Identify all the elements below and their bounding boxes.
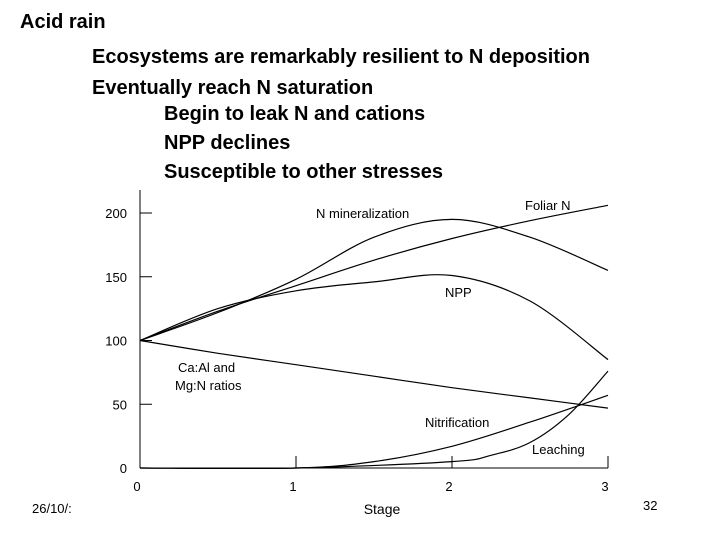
y-tick-label: 0: [120, 461, 127, 476]
chart-annotations: N mineralization Foliar N NPP Ca:Al and Mg:N…: [175, 198, 585, 457]
series-annotation: NPP: [445, 285, 472, 300]
bullet-item: Begin to leak N and cations: [164, 103, 426, 125]
page-number: 32: [643, 498, 658, 513]
series-line-leaching: [139, 370, 609, 470]
y-tick-label: 50: [113, 397, 127, 412]
x-tick-label: 3: [601, 479, 608, 494]
series-annotation: Mg:N ratios: [175, 378, 242, 393]
x-axis-label: Stage: [364, 501, 401, 517]
series-annotation: Foliar N: [525, 198, 571, 213]
y-tick-label: 200: [105, 206, 127, 221]
bullet-item: Susceptible to other stresses: [164, 161, 443, 183]
series-line-ca-al-and-mg-n-ratios: [139, 339, 609, 409]
bullet-item: NPP declines: [164, 132, 291, 154]
series-annotation: N mineralization: [316, 206, 409, 221]
series-annotation: Nitrification: [425, 415, 489, 430]
x-tick-label: 0: [133, 479, 140, 494]
y-tick-label: 100: [105, 334, 127, 349]
footer-date: 26/10/:: [32, 501, 72, 516]
y-tick-label: 150: [105, 270, 127, 285]
x-tick-label: 1: [289, 479, 296, 494]
series-line-n-mineralization: [139, 218, 609, 342]
slide-heading: Acid rain: [20, 11, 106, 33]
series-line-foliar-n: [139, 204, 609, 342]
chart-series-lines: [139, 204, 609, 470]
bullet-item: Ecosystems are remarkably resilient to N…: [92, 46, 590, 68]
x-tick-label: 2: [445, 479, 452, 494]
bullet-item: Eventually reach N saturation: [92, 77, 374, 99]
series-annotation: Leaching: [532, 442, 585, 457]
series-line-nitrification: [139, 394, 609, 470]
series-annotation: Ca:Al and: [178, 360, 235, 375]
series-line-npp: [139, 274, 609, 361]
